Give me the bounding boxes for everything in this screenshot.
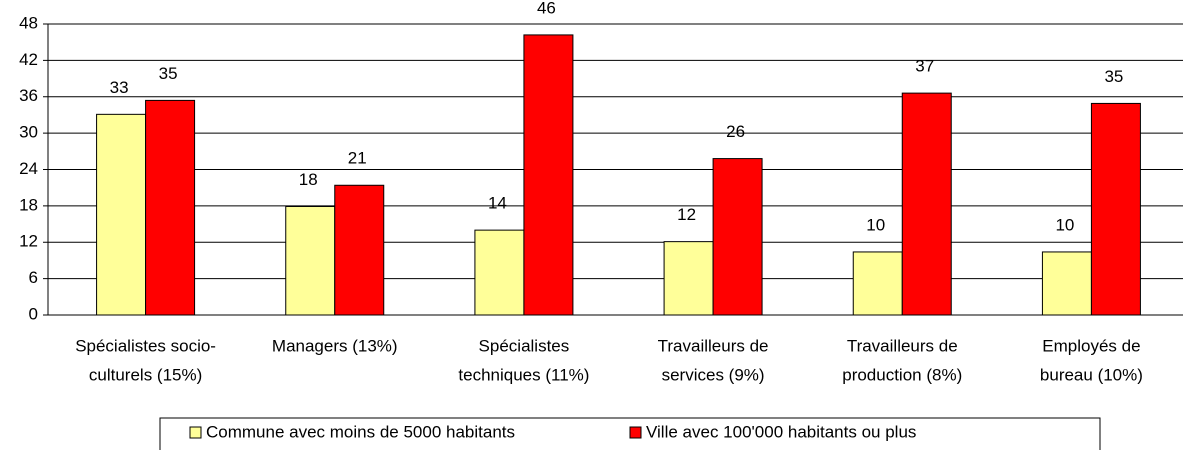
- y-tick-label: 42: [19, 50, 38, 69]
- x-tick-label: Spécialistes: [479, 336, 570, 355]
- bar: [663, 241, 714, 316]
- y-tick-label: 30: [19, 123, 38, 142]
- value-label: 10: [1055, 215, 1074, 234]
- x-tick-label: Travailleurs de: [658, 336, 769, 355]
- y-tick-label: 0: [29, 304, 38, 323]
- value-label: 10: [866, 215, 885, 234]
- x-tick-label: techniques (11%): [458, 365, 589, 384]
- legend-swatch: [629, 426, 642, 439]
- y-tick-label: 48: [19, 13, 38, 32]
- value-label: 35: [1104, 67, 1123, 86]
- value-label: 21: [348, 149, 367, 168]
- bar: [852, 251, 903, 316]
- bar: [96, 113, 147, 316]
- y-tick-label: 6: [29, 268, 38, 287]
- x-tick-label: bureau (10%): [1040, 365, 1143, 384]
- x-tick-label: production (8%): [842, 365, 962, 384]
- bar: [712, 158, 763, 316]
- value-label: 18: [299, 170, 318, 189]
- y-tick-label: 24: [19, 159, 38, 178]
- bar: [474, 229, 525, 316]
- legend-swatch: [189, 426, 202, 439]
- value-label: 37: [915, 57, 934, 76]
- bar: [901, 92, 952, 316]
- value-label: 14: [488, 194, 507, 213]
- legend-label: Commune avec moins de 5000 habitants: [206, 422, 515, 441]
- x-tick-label: Travailleurs de: [847, 336, 958, 355]
- value-label: 12: [677, 205, 696, 224]
- y-tick-label: 36: [19, 86, 38, 105]
- bar: [285, 205, 336, 316]
- y-tick-label: 12: [19, 232, 38, 251]
- value-label: 33: [110, 78, 129, 97]
- x-tick-label: services (9%): [662, 365, 765, 384]
- bar: [1090, 102, 1141, 316]
- value-label: 35: [159, 64, 178, 83]
- bar: [334, 184, 385, 316]
- bar: [145, 99, 196, 316]
- value-label: 26: [726, 122, 745, 141]
- legend-label: Ville avec 100'000 habitants ou plus: [646, 422, 916, 441]
- x-tick-label: Spécialistes socio-: [75, 336, 216, 355]
- bar: [1041, 251, 1092, 316]
- x-tick-label: Managers (13%): [272, 336, 398, 355]
- x-tick-label: Employés de: [1042, 336, 1140, 355]
- bar: [523, 34, 574, 316]
- x-tick-label: culturels (15%): [89, 365, 202, 384]
- value-label: 46: [537, 0, 556, 17]
- y-tick-label: 18: [19, 195, 38, 214]
